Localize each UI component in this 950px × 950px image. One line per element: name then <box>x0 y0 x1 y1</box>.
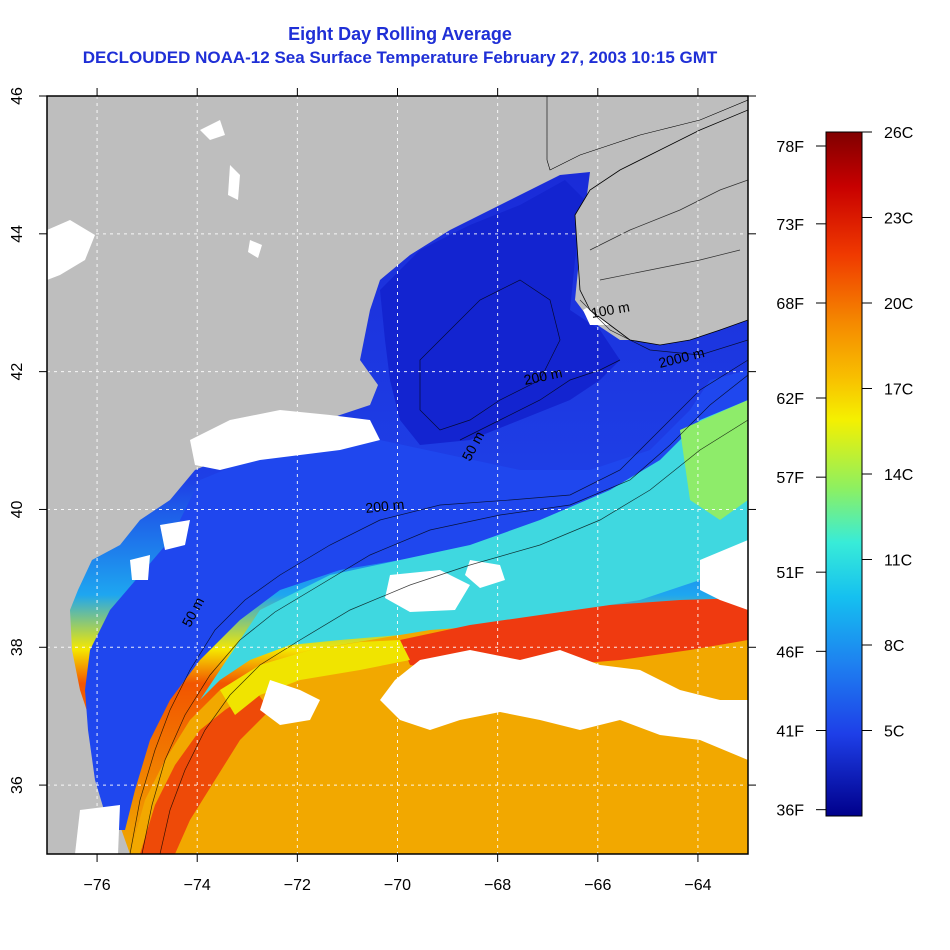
celsius-tick-label: 23C <box>884 211 913 228</box>
shelf-water <box>85 370 748 830</box>
celsius-tick-label: 5C <box>884 724 904 741</box>
bathymetry-contours <box>129 179 748 854</box>
fahrenheit-tick-label: 73F <box>776 217 804 234</box>
slope-water <box>200 400 748 700</box>
graticule <box>47 96 748 854</box>
fahrenheit-tick-label: 68F <box>776 296 804 313</box>
celsius-tick-label: 14C <box>884 467 913 484</box>
contour-label-200m-south: 200 m <box>365 496 405 516</box>
fahrenheit-tick-label: 46F <box>776 644 804 661</box>
lon-tick-label: −64 <box>684 877 711 894</box>
celsius-tick-label: 11C <box>884 553 912 570</box>
gulf-of-maine <box>380 180 620 445</box>
colorbar-axes: 26C 23C 20C 17C 14C 11C 8C 5C 78F 73F 68F 62F 57F 51F… <box>776 125 913 820</box>
slope-water-green <box>680 400 748 520</box>
fahrenheit-tick-label: 51F <box>776 565 804 582</box>
fahrenheit-tick-label: 36F <box>776 803 804 820</box>
gulf-stream-north-wall <box>400 598 748 670</box>
fahrenheit-tick-label: 57F <box>776 470 804 487</box>
colorbar <box>825 131 863 817</box>
lon-tick-label: −70 <box>384 877 411 894</box>
map-axes: −76 −74 −72 −70 −68 −66 −64 36 38 40 42 44 46 <box>9 87 756 894</box>
celsius-tick-label: 20C <box>884 296 913 313</box>
celsius-tick-label: 17C <box>884 382 913 399</box>
map-subtitle: DECLOUDED NOAA-12 Sea Surface Temperatur… <box>82 48 718 67</box>
lat-tick-label: 44 <box>9 225 26 243</box>
map-title: Eight Day Rolling Average <box>288 24 512 44</box>
fahrenheit-tick-label: 62F <box>776 391 804 408</box>
contour-label-200m-north: 200 m <box>522 364 563 388</box>
lon-tick-label: −66 <box>584 877 611 894</box>
lat-tick-label: 36 <box>9 776 26 794</box>
celsius-tick-label: 26C <box>884 125 913 142</box>
lat-tick-label: 40 <box>9 500 26 518</box>
fahrenheit-tick-label: 78F <box>776 139 804 156</box>
lon-tick-label: −68 <box>484 877 511 894</box>
lon-tick-label: −76 <box>84 877 111 894</box>
celsius-tick-label: 8C <box>884 638 904 655</box>
gulf-stream-core <box>140 690 270 854</box>
lat-tick-label: 46 <box>9 87 26 105</box>
fahrenheit-tick-label: 41F <box>776 724 804 741</box>
lon-tick-label: −72 <box>284 877 311 894</box>
cloud-patches <box>47 120 748 854</box>
nova-scotia-land <box>574 109 748 346</box>
map-panel <box>47 96 748 854</box>
lat-tick-label: 38 <box>9 638 26 656</box>
bay-of-fundy-land <box>546 96 748 171</box>
yellow-front <box>220 640 410 715</box>
contour-label-100m: 100 m <box>590 298 631 321</box>
lon-tick-label: −74 <box>184 877 211 894</box>
lat-tick-label: 42 <box>9 363 26 381</box>
